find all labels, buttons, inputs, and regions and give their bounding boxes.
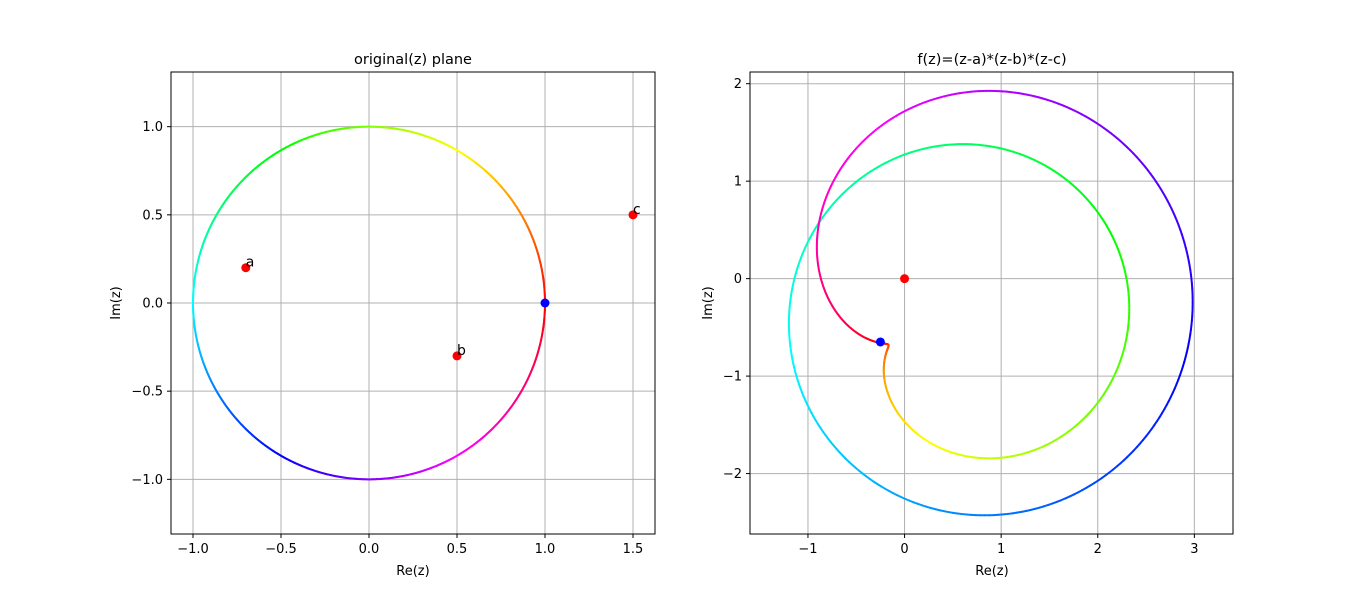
left-ticks: −1.0 −0.5 0.0 0.5 1.0 1.5 −1.0 −0.5 0.0 0.5 1.0 [131, 120, 643, 557]
left-y-axis-label: Im(z) [109, 286, 124, 319]
left-x-tick-label: 1.5 [623, 542, 644, 557]
left-y-tick-label: −0.5 [131, 385, 163, 400]
left-x-tick-label: −1.0 [177, 542, 209, 557]
right-point-marker-1 [875, 337, 885, 347]
left-x-tick-label: 0.0 [359, 542, 380, 557]
right-x-axis-label: Re(z) [975, 564, 1008, 579]
left-x-tick-label: 0.5 [447, 542, 468, 557]
left-y-tick-label: 0.0 [142, 297, 163, 312]
right-ticks: −1 0 1 2 3 −2 −1 0 1 2 [723, 77, 1199, 557]
left-point-label-b: b [457, 343, 466, 359]
left-point-a [241, 263, 251, 273]
left-point-label-a: a [246, 255, 255, 271]
right-y-tick-label: 0 [734, 272, 742, 287]
right-y-tick-label: 2 [734, 77, 742, 92]
left-points: a b c [241, 202, 641, 361]
right-points [875, 274, 910, 347]
right-image-curve [787, 89, 1194, 517]
left-grid [171, 72, 655, 534]
left-plot-title: original(z) plane [354, 52, 472, 68]
right-plot-title: f(z)=(z-a)*(z-b)*(z-c) [917, 52, 1066, 68]
right-y-axis-label: Im(z) [701, 286, 716, 319]
left-point-c [628, 210, 638, 220]
right-y-tick-label: −2 [723, 467, 742, 482]
right-x-tick-label: 3 [1190, 542, 1198, 557]
right-y-tick-label: −1 [723, 370, 742, 385]
right-grid [750, 72, 1233, 534]
left-y-tick-label: 0.5 [142, 208, 163, 223]
left-unit-circle-curve [192, 125, 546, 481]
right-axes-frame [749, 71, 1234, 535]
left-plot-panel: a b c −1.0 −0.5 0.0 0.5 1.0 1.5 −1.0 −0.5 0.0 0.5 1.… [109, 52, 656, 579]
left-x-tick-label: −0.5 [265, 542, 297, 557]
right-x-tick-label: −1 [798, 542, 817, 557]
left-x-tick-label: 1.0 [535, 542, 556, 557]
right-x-tick-label: 1 [997, 542, 1005, 557]
right-y-tick-label: 1 [734, 175, 742, 190]
right-x-tick-label: 0 [900, 542, 908, 557]
right-plot-panel: −1 0 1 2 3 −2 −1 0 1 2 f(z)=(z-a)*(z-b)*(z-c) Re(… [701, 52, 1234, 579]
left-point-label-c: c [633, 202, 641, 218]
left-point-marker-3 [540, 298, 550, 308]
right-x-tick-label: 2 [1094, 542, 1102, 557]
left-y-tick-label: −1.0 [131, 473, 163, 488]
left-x-axis-label: Re(z) [396, 564, 429, 579]
left-y-tick-label: 1.0 [142, 120, 163, 135]
right-point-marker-0 [900, 274, 910, 284]
left-point-b [452, 351, 462, 361]
